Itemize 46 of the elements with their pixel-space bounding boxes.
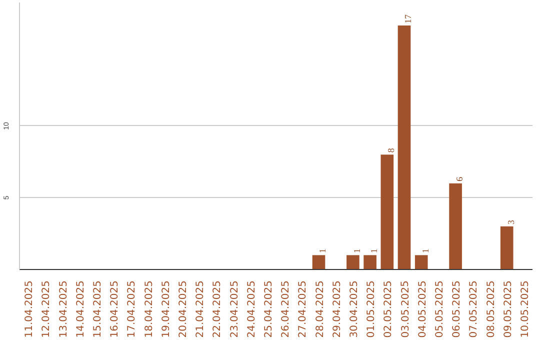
x-tick-label: 02.05.2025 <box>383 280 394 338</box>
x-tick-label: 29.04.2025 <box>332 280 343 338</box>
bar <box>500 226 514 270</box>
bar <box>414 255 428 270</box>
data-label: 1 <box>352 248 362 254</box>
x-tick-label: 17.04.2025 <box>126 280 138 338</box>
data-label: 3 <box>506 219 516 224</box>
x-tick-label: 25.04.2025 <box>263 280 274 338</box>
data-label: 1 <box>318 248 328 254</box>
x-tick-label: 22.04.2025 <box>212 280 224 338</box>
x-tick-label: 28.04.2025 <box>314 280 326 338</box>
x-tick-label: 14.04.2025 <box>75 280 86 338</box>
x-tick-label: 05.05.2025 <box>434 280 446 338</box>
x-tick-label: 03.05.2025 <box>400 280 412 338</box>
x-tick-label: 21.04.2025 <box>195 280 206 338</box>
x-tick-label: 20.04.2025 <box>178 280 189 338</box>
bar <box>380 154 394 270</box>
x-tick-label: 27.04.2025 <box>298 280 309 338</box>
x-tick-label: 12.04.2025 <box>41 280 52 338</box>
bar <box>312 255 326 270</box>
x-tick-label: 26.04.2025 <box>280 280 292 338</box>
data-label: 1 <box>420 248 430 254</box>
data-label: 8 <box>386 148 396 153</box>
x-tick-label: 01.05.2025 <box>366 280 378 338</box>
x-tick-label: 19.04.2025 <box>160 280 172 338</box>
x-tick-label: 23.04.2025 <box>229 280 240 338</box>
bar <box>346 255 360 270</box>
x-tick-label: 24.04.2025 <box>246 280 258 338</box>
data-label: 6 <box>454 176 465 182</box>
x-tick-label: 16.04.2025 <box>110 280 121 338</box>
bar <box>398 25 411 270</box>
x-tick-label: 07.05.2025 <box>468 280 480 338</box>
data-label: 17 <box>403 14 414 24</box>
x-tick-label: 10.05.2025 <box>520 280 531 338</box>
x-tick-label: 06.05.2025 <box>452 280 463 338</box>
x-tick-label: 15.04.2025 <box>92 280 104 338</box>
x-tick-label: 04.05.2025 <box>417 280 428 338</box>
bar <box>364 255 376 270</box>
x-tick-label: 13.04.2025 <box>58 280 70 338</box>
data-label: 1 <box>369 248 380 254</box>
x-tick-label: 18.04.2025 <box>144 280 155 338</box>
bar <box>449 183 462 270</box>
x-tick-label: 09.05.2025 <box>502 280 514 338</box>
x-tick-label: 11.04.2025 <box>24 280 36 338</box>
x-tick-label: 30.04.2025 <box>348 280 360 338</box>
x-tick-label: 08.05.2025 <box>486 280 497 338</box>
